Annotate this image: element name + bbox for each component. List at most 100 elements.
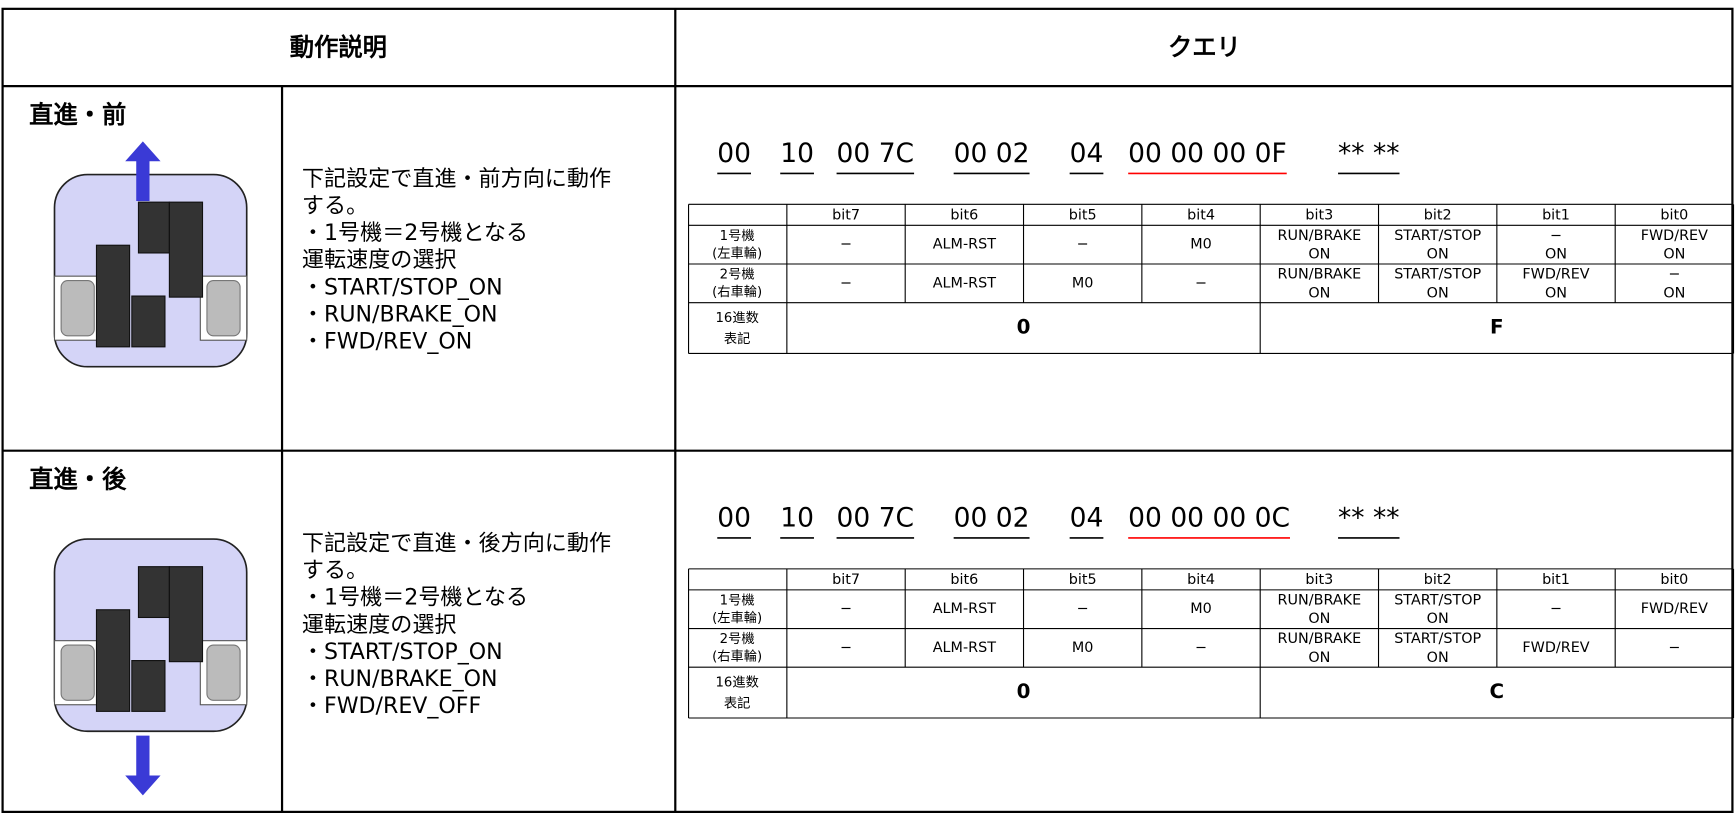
bit-cell: ON: [1308, 650, 1330, 666]
bit-cell: M0: [1072, 640, 1094, 656]
bit-header: bit3: [1305, 572, 1333, 588]
bit-header: bit6: [950, 207, 978, 223]
bit-header: bit3: [1305, 207, 1333, 223]
bit-cell: −: [840, 640, 852, 656]
machine-label: (左車輪): [712, 609, 762, 626]
bit-cell: −: [1195, 275, 1207, 291]
bit-cell: FWD/REV: [1641, 601, 1708, 617]
hex-value: C: [1490, 680, 1505, 703]
outer-border: [1, 7, 1734, 813]
bit-cell: −: [840, 275, 852, 291]
bit-cell: ON: [1427, 650, 1449, 666]
bit-cell: −: [1550, 228, 1562, 244]
query-segment: ** **: [1338, 503, 1399, 534]
bit-cell: M0: [1072, 275, 1094, 291]
query-segment: 00 00 00 0F: [1128, 138, 1287, 169]
query-segment: 00: [717, 503, 751, 534]
hex-label: 表記: [724, 330, 751, 347]
motor-block: [168, 566, 204, 663]
description-line: 下記設定で直進・後方向に動作: [302, 531, 611, 557]
bit-header: bit6: [950, 572, 978, 588]
bit-cell: FWD/REV: [1641, 228, 1708, 244]
machine-label: 1号機: [720, 228, 755, 244]
description-line: ・START/STOP_ON: [302, 274, 503, 300]
hex-value: 0: [1017, 680, 1031, 703]
description-line: ・1号機＝2号機となる: [302, 220, 528, 246]
row-title: 直進・前: [29, 100, 126, 129]
machine-label: (左車輪): [712, 245, 762, 262]
bit-cell: ON: [1308, 611, 1330, 627]
bit-header: bit2: [1424, 572, 1452, 588]
bit-header: bit7: [832, 572, 860, 588]
bit-header: bit4: [1187, 572, 1215, 588]
bit-cell: M0: [1190, 601, 1212, 617]
description-line: ・1号機＝2号機となる: [302, 585, 528, 611]
machine-label: (右車輪): [712, 283, 762, 300]
query-segment: 00: [717, 138, 751, 169]
query-segment: 04: [1070, 503, 1104, 534]
bit-cell: −: [1195, 640, 1207, 656]
machine-label: 2号機: [720, 631, 755, 647]
bit-cell: ALM-RST: [933, 601, 996, 617]
query-segment: ** **: [1338, 138, 1399, 169]
bit-cell: −: [1668, 640, 1680, 656]
bit-cell: ALM-RST: [933, 237, 996, 253]
bit-cell: ALM-RST: [933, 275, 996, 291]
description-line: する。: [302, 193, 368, 219]
bit-cell: ON: [1308, 285, 1330, 301]
bit-cell: RUN/BRAKE: [1278, 631, 1362, 647]
bit-cell: ON: [1427, 285, 1449, 301]
bit-header: bit7: [832, 207, 860, 223]
bit-header: bit0: [1660, 207, 1688, 223]
bit-header: bit1: [1542, 207, 1570, 223]
hex-value: F: [1490, 316, 1504, 339]
query-segment: 00 7C: [837, 503, 915, 534]
header-right: クエリ: [1168, 33, 1241, 62]
bit-header: bit5: [1069, 207, 1097, 223]
wheel-tread: [206, 644, 241, 701]
direction-arrow: [125, 141, 161, 202]
bit-cell: FWD/REV: [1522, 640, 1589, 656]
bit-cell: ON: [1663, 247, 1685, 263]
hex-label: 表記: [724, 695, 751, 712]
hex-label: 16進数: [715, 675, 758, 691]
motor-block: [137, 201, 170, 254]
wheel-tread: [206, 280, 241, 337]
query-segment: 00 7C: [837, 138, 915, 169]
wheel-tread: [60, 644, 95, 701]
query-segment: 00 02: [954, 138, 1030, 169]
description-line: 運転速度の選択: [302, 612, 457, 638]
motor-block: [131, 295, 166, 348]
row-title: 直進・後: [29, 465, 127, 494]
query-segment: 10: [780, 503, 814, 534]
machine-label: (右車輪): [712, 648, 762, 665]
motor-block: [131, 660, 166, 712]
query-segment: 10: [780, 138, 814, 169]
description-line: ・START/STOP_ON: [302, 639, 503, 665]
motor-block: [95, 609, 131, 712]
bit-header: bit0: [1660, 572, 1688, 588]
wheel-tread: [60, 280, 95, 337]
bit-cell: START/STOP: [1394, 228, 1481, 244]
machine-label: 2号機: [720, 266, 755, 282]
bit-cell: FWD/REV: [1522, 266, 1589, 282]
bit-header: bit2: [1424, 207, 1452, 223]
query-segment: 04: [1070, 138, 1104, 169]
bit-cell: −: [840, 601, 852, 617]
description-line: ・FWD/REV_OFF: [302, 693, 481, 719]
bit-cell: ON: [1545, 285, 1567, 301]
bit-header: bit1: [1542, 572, 1570, 588]
bit-cell: ON: [1308, 247, 1330, 263]
hex-value: 0: [1017, 316, 1031, 339]
bit-cell: ALM-RST: [933, 640, 996, 656]
description-line: ・RUN/BRAKE_ON: [302, 666, 498, 692]
bit-cell: RUN/BRAKE: [1278, 266, 1362, 282]
bit-header: bit5: [1069, 572, 1097, 588]
query-segment: 00 02: [954, 503, 1030, 534]
bit-cell: START/STOP: [1394, 266, 1481, 282]
bit-cell: −: [1550, 601, 1562, 617]
robot-icon: [53, 141, 248, 368]
motor-block: [168, 201, 204, 298]
